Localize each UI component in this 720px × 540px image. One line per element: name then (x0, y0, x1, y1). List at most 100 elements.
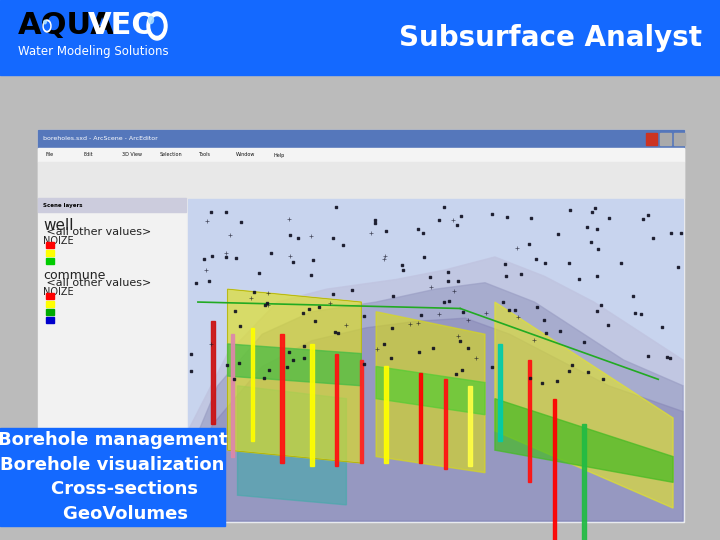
Ellipse shape (43, 20, 51, 32)
Point (515, 270, 526, 279)
Point (230, 254, 242, 262)
Point (433, 310, 444, 319)
Text: Borehole management: Borehole management (0, 431, 228, 449)
Bar (46, 258, 54, 264)
Text: <all other values>: <all other values> (43, 278, 151, 288)
Point (662, 353, 673, 361)
Point (665, 228, 677, 237)
Text: NOIZE: NOIZE (43, 236, 73, 246)
Bar (444, 379, 447, 469)
Point (228, 375, 240, 383)
Point (253, 268, 265, 277)
Text: NOIZE: NOIZE (43, 287, 73, 297)
Polygon shape (376, 312, 485, 472)
Point (327, 234, 338, 242)
Point (635, 309, 647, 318)
Bar (46, 250, 54, 256)
Point (309, 317, 320, 326)
Point (564, 205, 576, 214)
Text: Water Modeling Solutions: Water Modeling Solutions (18, 45, 168, 58)
Point (325, 299, 336, 308)
Point (379, 252, 391, 260)
Point (284, 231, 295, 239)
Point (443, 297, 454, 306)
Point (657, 322, 668, 331)
Bar (188, 199, 683, 521)
Point (333, 328, 344, 337)
Point (462, 343, 474, 352)
Point (500, 272, 511, 280)
Point (225, 231, 236, 239)
Polygon shape (238, 386, 346, 505)
Point (235, 321, 246, 330)
Bar (38, 180, 684, 198)
Point (379, 254, 390, 263)
Polygon shape (188, 283, 683, 521)
Point (541, 329, 552, 338)
Polygon shape (376, 367, 485, 415)
Point (207, 251, 218, 260)
Point (438, 298, 449, 307)
Text: GeoVolumes: GeoVolumes (37, 505, 187, 523)
Point (451, 369, 462, 378)
Text: File: File (46, 152, 54, 158)
Point (245, 293, 256, 302)
Point (480, 309, 492, 318)
Point (413, 348, 425, 356)
Point (499, 260, 510, 268)
Point (454, 336, 466, 345)
Text: 3D View: 3D View (122, 152, 142, 158)
Point (330, 328, 341, 336)
Bar (46, 309, 54, 315)
Point (451, 221, 463, 230)
Point (305, 271, 317, 279)
Point (457, 307, 469, 316)
Point (456, 212, 467, 220)
Point (284, 252, 295, 260)
Bar (674, 133, 685, 145)
Point (283, 347, 294, 356)
Point (358, 312, 369, 321)
Text: Selection: Selection (160, 152, 183, 158)
Point (380, 227, 392, 235)
Point (282, 363, 293, 372)
Point (418, 253, 430, 261)
Point (337, 240, 348, 249)
Point (427, 344, 438, 353)
Point (597, 375, 608, 383)
Bar (498, 344, 502, 441)
Bar (469, 386, 472, 466)
Ellipse shape (45, 22, 50, 30)
Text: commune: commune (43, 269, 105, 282)
Point (498, 298, 509, 306)
Point (591, 225, 603, 234)
Point (456, 366, 468, 374)
Text: <all other values>: <all other values> (43, 227, 151, 237)
Point (510, 305, 521, 314)
Point (248, 288, 260, 296)
Point (470, 354, 482, 362)
Point (200, 266, 212, 275)
Point (512, 244, 523, 253)
Point (297, 309, 309, 318)
Point (486, 210, 498, 218)
Text: Window: Window (236, 152, 256, 158)
Point (567, 361, 578, 369)
Point (369, 215, 381, 224)
Point (415, 310, 426, 319)
Point (447, 216, 459, 225)
Bar (582, 424, 586, 540)
Polygon shape (188, 318, 683, 521)
Bar (211, 321, 215, 424)
Point (438, 203, 449, 212)
Bar (38, 130, 684, 148)
Point (603, 214, 615, 222)
Bar (46, 301, 54, 307)
Point (186, 367, 197, 375)
Point (647, 234, 659, 242)
Point (503, 306, 515, 314)
Point (665, 354, 676, 362)
Point (590, 204, 601, 212)
Point (573, 275, 585, 284)
Point (592, 306, 603, 315)
